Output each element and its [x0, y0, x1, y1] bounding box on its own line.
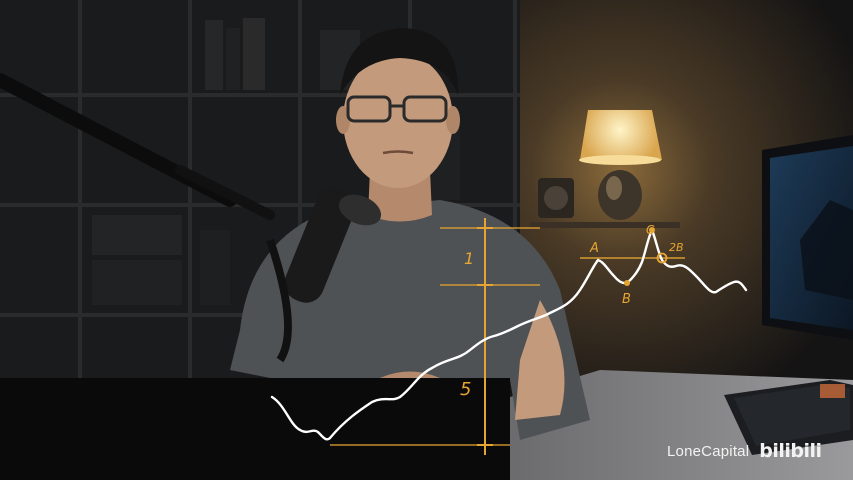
price-line: [270, 228, 748, 441]
watermark: LoneCapital bilibili: [667, 440, 822, 462]
foreground-shadow: [0, 378, 510, 480]
point-c-marker: [649, 227, 655, 233]
wave-label-1: 1: [464, 249, 474, 268]
point-2b-label: 2B: [669, 241, 684, 254]
wave-diagram: 1 5 A B C 2B: [270, 218, 748, 455]
point-a-label: A: [589, 241, 599, 256]
wave-label-5: 5: [460, 379, 471, 400]
desk-clock: [538, 178, 574, 218]
side-shelf: [530, 222, 680, 228]
channel-name: LoneCapital: [667, 442, 750, 460]
keyboard: [724, 380, 853, 455]
table-lamp: [579, 110, 662, 220]
point-2b-marker: [656, 252, 668, 264]
monitor: [762, 135, 853, 340]
point-b-marker: [624, 280, 630, 286]
microphone: [0, 73, 382, 363]
bilibili-logo: bilibili: [759, 440, 822, 462]
point-c-label: C: [646, 223, 655, 237]
point-b-label: B: [622, 292, 631, 307]
